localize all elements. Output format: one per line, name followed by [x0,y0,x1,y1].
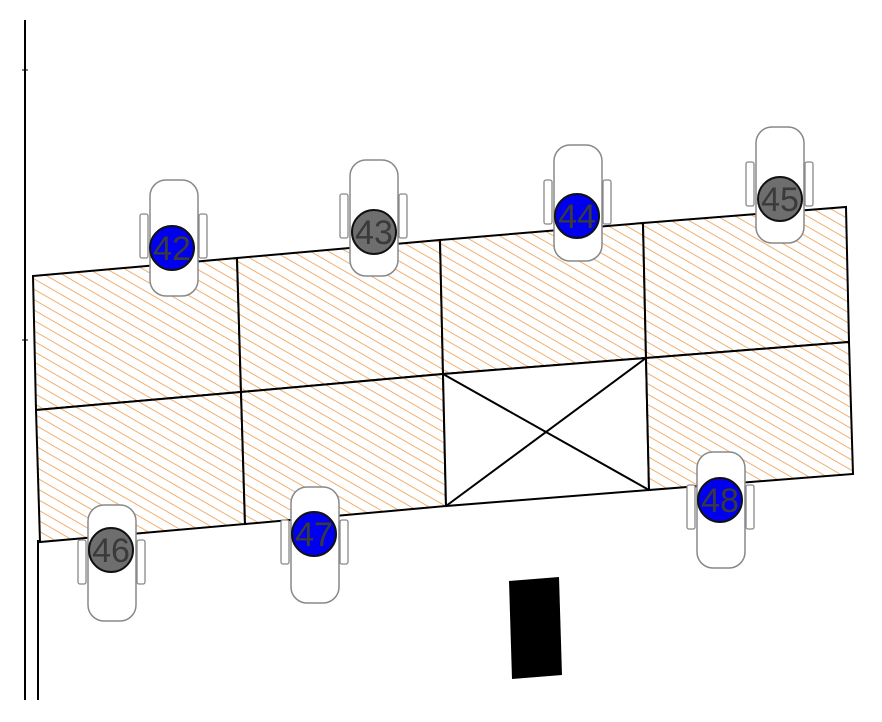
desk-5[interactable] [34,390,247,544]
seat-number: 46 [92,532,130,570]
seat-marker[interactable] [291,511,337,557]
chair-arm [804,161,814,207]
seat-marker[interactable] [149,225,195,271]
seat-number: 42 [153,230,191,268]
seat-number: 47 [295,516,333,554]
wall [22,20,39,700]
seat-number: 43 [355,214,393,252]
desk-8[interactable] [644,340,855,492]
desk-4[interactable] [641,205,851,360]
seat-44[interactable]: 44 [543,144,612,262]
chair-arm [339,519,349,565]
chair-arm [686,484,696,530]
chair-arm [398,193,408,239]
seat-46[interactable]: 46 [77,504,146,622]
desk-2[interactable] [235,238,445,394]
structural-column [509,577,562,679]
seat-45[interactable]: 45 [745,126,814,244]
desk-cluster [31,205,855,544]
chair-arm [543,179,553,225]
seat-48[interactable]: 48 [686,451,755,569]
seat-marker[interactable] [88,527,134,573]
chair-arm [139,213,149,259]
chair-arm [745,161,755,207]
seat-marker[interactable] [554,193,600,239]
chair-arm [339,193,349,239]
chair-arm [198,213,208,259]
chair-arm [602,179,612,225]
seat-43[interactable]: 43 [339,159,408,277]
chair-arm [77,539,87,585]
seat-marker[interactable] [757,176,803,222]
seat-42[interactable]: 42 [139,179,208,297]
desk-6[interactable] [239,372,448,526]
chair-arm [280,519,290,565]
desk-3[interactable] [438,221,648,376]
desk-1[interactable] [31,256,243,412]
chair-arm [745,484,755,530]
seat-marker[interactable] [351,209,397,255]
seat-marker[interactable] [697,477,743,523]
seat-number: 45 [761,181,799,219]
seat-47[interactable]: 47 [280,486,349,604]
seat-number: 48 [701,482,739,520]
chair-arm [136,539,146,585]
seat-number: 44 [558,198,596,236]
